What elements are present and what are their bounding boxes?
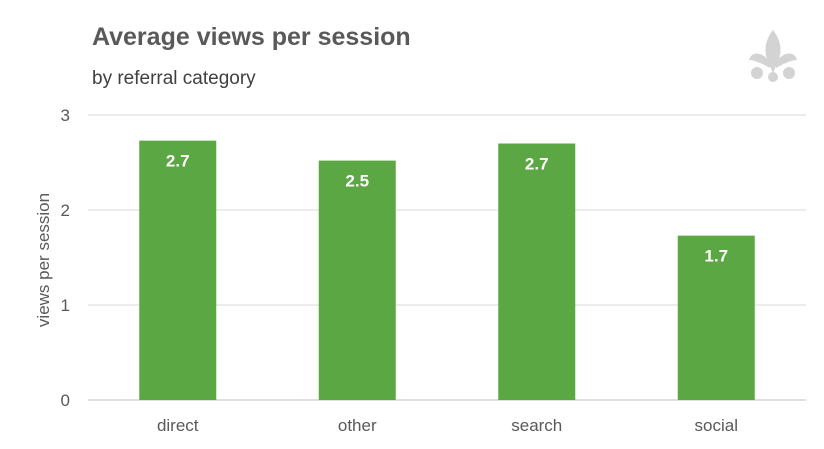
category-label-other: other: [338, 416, 377, 435]
y-tick-label: 0: [61, 391, 70, 410]
data-label-social: 1.7: [704, 247, 728, 266]
bar-other: [318, 160, 396, 400]
y-tick-label: 1: [61, 296, 70, 315]
chart-title: Average views per session: [92, 23, 411, 51]
x-axis-categories: direct other search social: [157, 416, 738, 435]
leaf-logo-icon: [749, 30, 797, 82]
data-label-search: 2.7: [525, 155, 549, 174]
y-tick-label: 2: [61, 201, 70, 220]
category-label-social: social: [695, 416, 738, 435]
category-label-search: search: [511, 416, 562, 435]
data-label-other: 2.5: [345, 172, 369, 191]
bar-direct: [139, 140, 217, 400]
chart-subtitle: by referral category: [92, 68, 256, 89]
data-label-direct: 2.7: [166, 152, 190, 171]
data-labels: 2.7 2.5 2.7 1.7: [166, 152, 728, 266]
bars: [139, 140, 755, 400]
bar-search: [498, 143, 576, 400]
y-tick-label: 3: [61, 106, 70, 125]
y-axis-ticks: 0 1 2 3: [61, 106, 70, 410]
category-label-direct: direct: [157, 416, 199, 435]
y-axis-label: views per session: [34, 193, 53, 327]
bar-social: [677, 235, 755, 400]
